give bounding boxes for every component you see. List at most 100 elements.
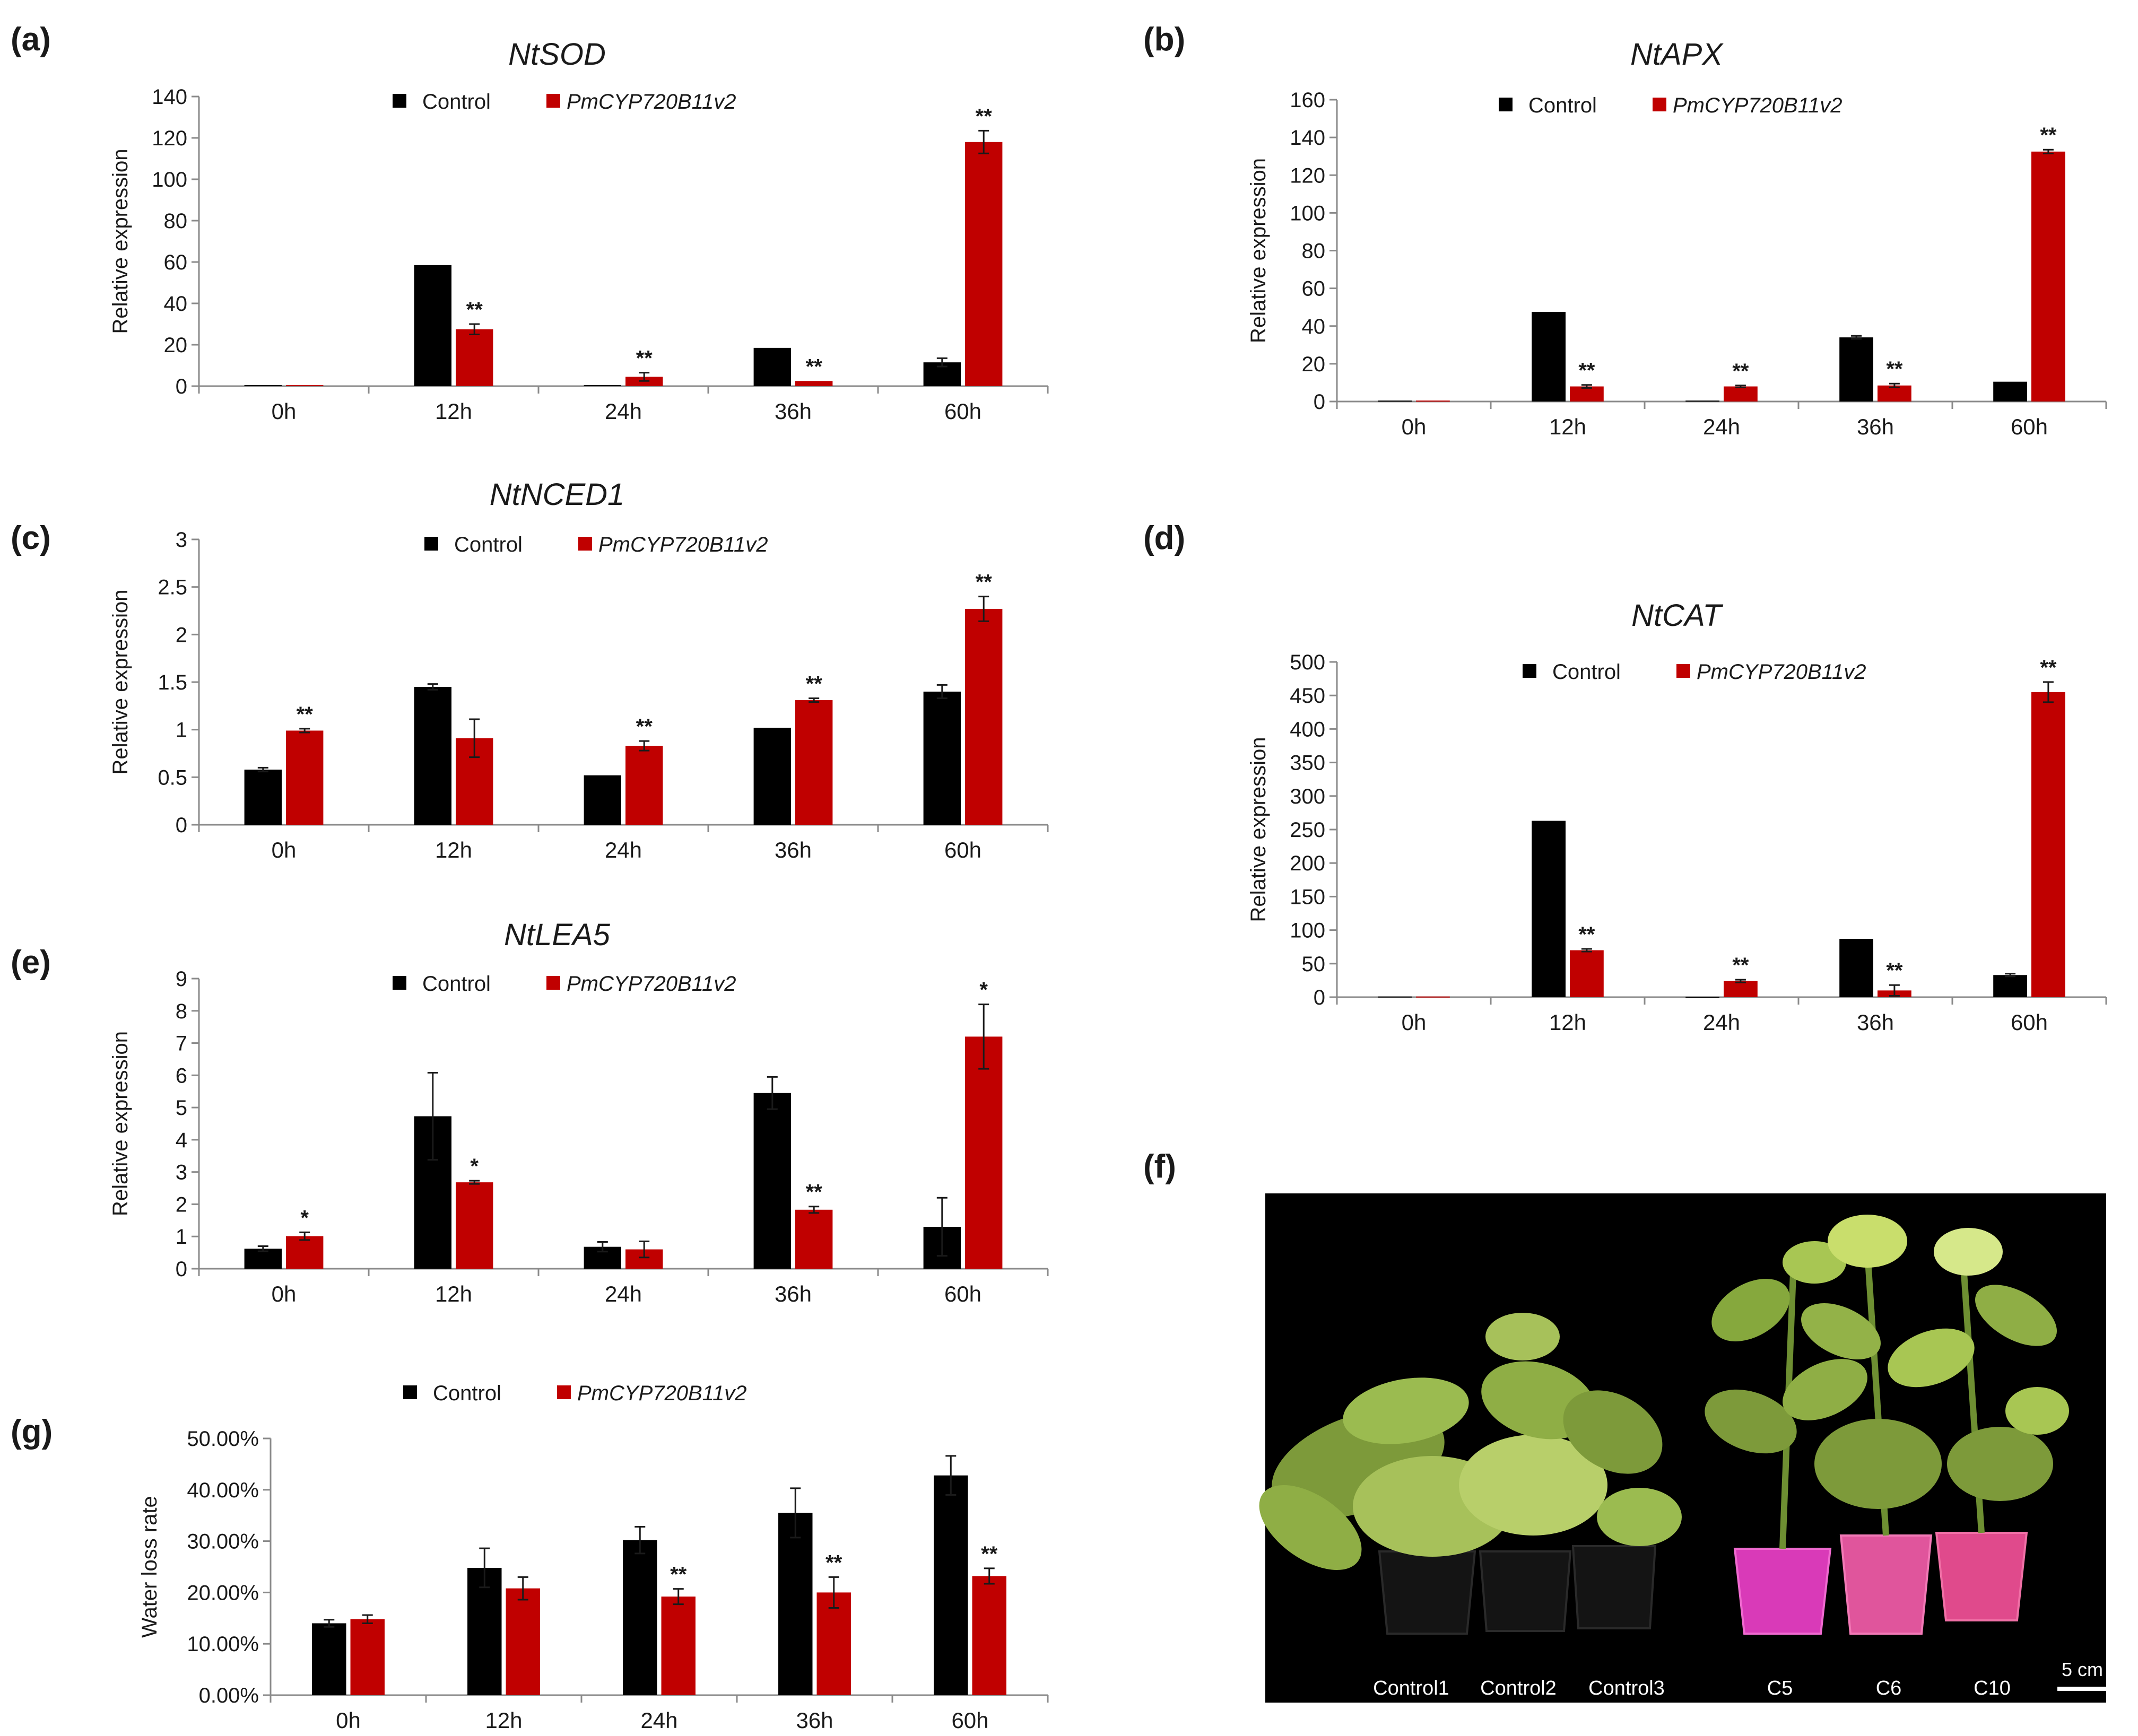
x-tick-label: 0h [336,1708,361,1733]
legend-swatch-transgenic [557,1385,571,1399]
bar-transgenic [965,608,1003,825]
significance-mark: ** [1732,954,1749,977]
bar-transgenic [661,1597,696,1695]
x-tick-label: 60h [951,1708,988,1733]
y-axis-title: Relative expression [1247,158,1270,343]
control-plants-illustration [1259,1313,1682,1635]
y-tick-label: 3 [176,528,187,552]
control-leaf [1259,1485,1362,1570]
x-tick-label: 60h [944,1281,981,1306]
x-tick-label: 24h [1703,414,1740,439]
significance-mark: ** [297,703,314,726]
bar-transgenic [2031,692,2065,997]
transgenic-plants-illustration [1705,1215,2069,1635]
x-tick-label: 36h [775,1281,812,1306]
x-tick-label: 0h [1402,1010,1427,1035]
bar-control [1532,821,1566,997]
x-tick-label: 36h [775,838,812,862]
transgenic-pot-c6 [1839,1534,1933,1635]
bar-transgenic [795,700,833,825]
significance-mark: * [470,1155,479,1178]
legend-label-transgenic: PmCYP720B11v2 [1673,94,1842,117]
bar-control [1993,381,2027,402]
chart-title: NtSOD [508,37,606,72]
transgenic-leaf [1814,1419,1942,1509]
transgenic-leaf [1783,1359,1867,1420]
legend-swatch-transgenic [546,976,560,990]
bar-transgenic [816,1592,851,1695]
bar-transgenic [795,1209,833,1269]
y-tick-label: 0.5 [158,766,187,789]
bar-transgenic [286,385,324,387]
x-tick-label: 0h [272,838,297,862]
chart-title: NtAPX [1630,37,1724,72]
y-tick-label: 50.00% [187,1427,259,1451]
y-tick-label: 10.00% [187,1633,259,1656]
bar-transgenic [965,1036,1003,1269]
x-tick-label: 0h [272,399,297,424]
panel-letter-d: (d) [1143,520,1185,556]
control-leaf [1485,1313,1560,1360]
scale-bar [2057,1687,2108,1691]
bar-transgenic [286,730,324,825]
chart-ntapx: NtAPX 0 20 40 60 80 100 120 140 160 0h 12h 24h 36h 60h… [1247,37,2107,439]
chart-ntlea5: NtLEA5 0 1 2 3 4 5 6 7 8 9 0h 12h 24h 36h 60h Relative e… [109,918,1049,1306]
significance-mark: * [300,1206,309,1229]
bar-transgenic [350,1619,385,1695]
significance-mark: ** [976,104,993,128]
legend-swatch-transgenic [1653,98,1666,111]
plant-label-control3: Control3 [1588,1677,1665,1699]
y-tick-label: 40 [164,292,188,316]
significance-mark: ** [2040,124,2057,147]
x-tick-label: 12h [1549,1010,1586,1035]
legend-label-transgenic: PmCYP720B11v2 [1697,660,1866,684]
x-tick-label: 36h [1857,414,1894,439]
significance-mark: ** [976,571,993,594]
y-tick-label: 2 [176,1193,187,1216]
transgenic-pot-c10 [1935,1532,2028,1621]
panel-letter-e: (e) [11,944,51,981]
significance-mark: ** [1578,923,1595,946]
transgenic-leaf [1975,1285,2057,1346]
y-tick-label: 350 [1290,752,1325,775]
x-tick-label: 24h [640,1708,677,1733]
x-tick-label: 0h [1402,414,1427,439]
plant-label-c6: C6 [1876,1677,1902,1699]
chart-ntnced1: NtNCED1 0 0.5 1 1.5 2 2.5 3 0h 12h 24h 36h 60h Relati… [109,477,1049,862]
y-tick-label: 5 [176,1096,187,1120]
y-tick-label: 20 [1302,353,1326,376]
y-tick-label: 450 [1290,684,1325,708]
significance-mark: ** [806,355,823,378]
x-tick-label: 36h [775,399,812,424]
chart-title: NtCAT [1631,598,1723,633]
significance-mark: ** [806,1181,823,1204]
y-tick-label: 50 [1302,953,1326,976]
y-tick-label: 400 [1290,718,1325,741]
legend-swatch-transgenic [546,94,560,108]
x-tick-label: 36h [1857,1010,1894,1035]
panel-letter-g: (g) [11,1414,53,1450]
x-tick-label: 60h [944,399,981,424]
bar-transgenic [1570,386,1604,402]
legend-label-transgenic: PmCYP720B11v2 [567,90,736,114]
bar-control [1839,939,1873,997]
y-tick-label: 0 [1314,390,1325,414]
y-tick-label: 30.00% [187,1530,259,1554]
y-tick-label: 2.5 [158,576,187,599]
bar-control [244,385,282,387]
y-tick-label: 8 [176,1000,187,1023]
panel-letter-f: (f) [1143,1148,1176,1185]
bar-transgenic [2031,151,2065,402]
x-tick-label: 12h [435,399,472,424]
bar-control [1993,975,2027,997]
bar-transgenic [1416,996,1450,998]
x-tick-label: 24h [1703,1010,1740,1035]
plant-label-c5: C5 [1767,1677,1793,1699]
bar-control [753,1093,791,1269]
y-tick-label: 0 [176,1258,187,1281]
legend-swatch-control [403,1385,417,1399]
control-leaf [1563,1390,1663,1474]
control-leaf [1459,1435,1607,1536]
chart-ntsod: NtSOD 0 20 40 60 80 100 120 140 0h 12h 24h 36h 60h Rel… [109,37,1049,424]
y-tick-label: 200 [1290,852,1325,875]
